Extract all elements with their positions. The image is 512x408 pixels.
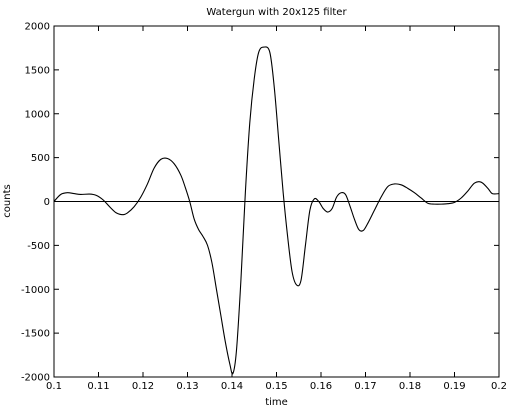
y-axis-label: counts xyxy=(2,184,13,217)
x-tick-label: 0.16 xyxy=(310,381,332,392)
x-tick-label: 0.11 xyxy=(87,381,109,392)
y-tick-label: -1500 xyxy=(21,329,50,340)
x-tick-label: 0.15 xyxy=(265,381,287,392)
chart-title: Watergun with 20x125 filter xyxy=(206,7,347,18)
x-tick-label: 0.17 xyxy=(354,381,376,392)
series-line xyxy=(53,46,500,375)
x-tick-label: 0.13 xyxy=(176,381,198,392)
y-tick-label: -1000 xyxy=(21,285,50,296)
y-tick-label: 0 xyxy=(44,197,50,208)
y-tick-label: 500 xyxy=(31,153,50,164)
y-tick-label: -2000 xyxy=(21,373,50,384)
y-tick-label: -500 xyxy=(27,241,50,252)
x-axis-label: time xyxy=(265,397,288,408)
x-tick-label: 0.18 xyxy=(399,381,421,392)
y-tick-label: 2000 xyxy=(25,22,50,33)
y-tick-label: 1500 xyxy=(25,65,50,76)
x-tick-label: 0.12 xyxy=(132,381,154,392)
x-tick-label: 0.2 xyxy=(491,381,507,392)
y-axis: -2000 -1500 -1000 -500 0 500 1000 1500 2000 xyxy=(21,22,499,384)
x-tick-label: 0.1 xyxy=(46,381,62,392)
x-tick-label: 0.19 xyxy=(443,381,465,392)
x-axis: 0.1 0.11 0.12 0.13 0.14 0.15 0.16 0.17 0.18 0.19 0… xyxy=(46,26,507,392)
y-tick-label: 1000 xyxy=(25,109,50,120)
x-tick-label: 0.14 xyxy=(221,381,243,392)
